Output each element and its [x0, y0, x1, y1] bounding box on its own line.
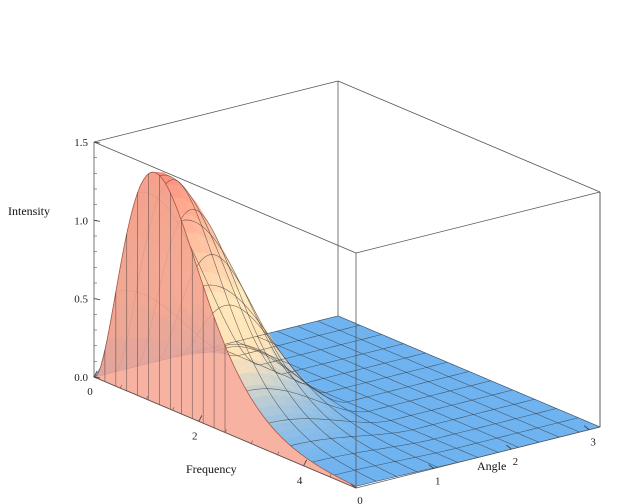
- y-tick-mark: [428, 464, 434, 469]
- x-minor-tick: [250, 440, 253, 444]
- x-tick-label: 4: [297, 475, 303, 487]
- x-tick-label: 2: [192, 430, 198, 442]
- mesh-line-frequency: [181, 219, 426, 384]
- y-tick-label: 0: [357, 495, 363, 504]
- x-tick-label: 0: [87, 386, 93, 398]
- z-tick-label: 0.0: [74, 372, 88, 384]
- axis-ticks: 0.0 0.5 1.0 1.5 0 2 4 0 1 2 3: [74, 137, 596, 504]
- mesh-line-frequency: [159, 174, 404, 375]
- z-tick-mark: [93, 141, 101, 144]
- box-edge-top-front: [93, 141, 357, 254]
- x-minor-tick: [224, 429, 227, 433]
- x-minor-tick: [119, 384, 122, 389]
- mesh-line-frequency: [246, 380, 491, 413]
- y-tick-mark: [350, 483, 357, 489]
- z-axis-label: Intensity: [8, 204, 50, 218]
- z-tick-label: 1.0: [74, 215, 88, 227]
- mesh-line-frequency: [334, 417, 579, 476]
- x-minor-tick: [277, 451, 280, 455]
- x-tick-mark: [93, 370, 98, 378]
- mesh-line-frequency: [268, 389, 513, 424]
- z-tick-label: 1.5: [74, 137, 88, 149]
- y-tick-label: 2: [513, 456, 519, 468]
- mesh-line-frequency: [203, 284, 448, 394]
- z-tick-label: 0.5: [74, 294, 88, 306]
- mesh-line-frequency: [224, 343, 470, 403]
- y-axis-label: Angle: [477, 459, 506, 473]
- box-edge-top: [93, 80, 339, 143]
- mesh-line-frequency: [290, 398, 535, 446]
- box-edge-top: [337, 80, 601, 193]
- y-tick-mark: [506, 444, 512, 450]
- intensity-surface: [92, 171, 601, 489]
- x-minor-tick: [172, 407, 175, 411]
- y-tick-mark: [583, 425, 590, 431]
- y-tick-label: 1: [435, 476, 441, 488]
- mesh-line-frequency: [312, 408, 557, 463]
- box-edge-top-front: [355, 191, 601, 254]
- x-minor-tick: [146, 396, 149, 400]
- z-tick-mark: [93, 376, 101, 379]
- x-minor-tick: [329, 473, 332, 478]
- box-edge-base-front: [355, 426, 601, 489]
- x-minor-tick: [198, 418, 201, 422]
- x-minor-tick: [303, 462, 306, 466]
- y-tick-label: 3: [590, 437, 596, 449]
- x-axis-label: Frequency: [186, 462, 237, 476]
